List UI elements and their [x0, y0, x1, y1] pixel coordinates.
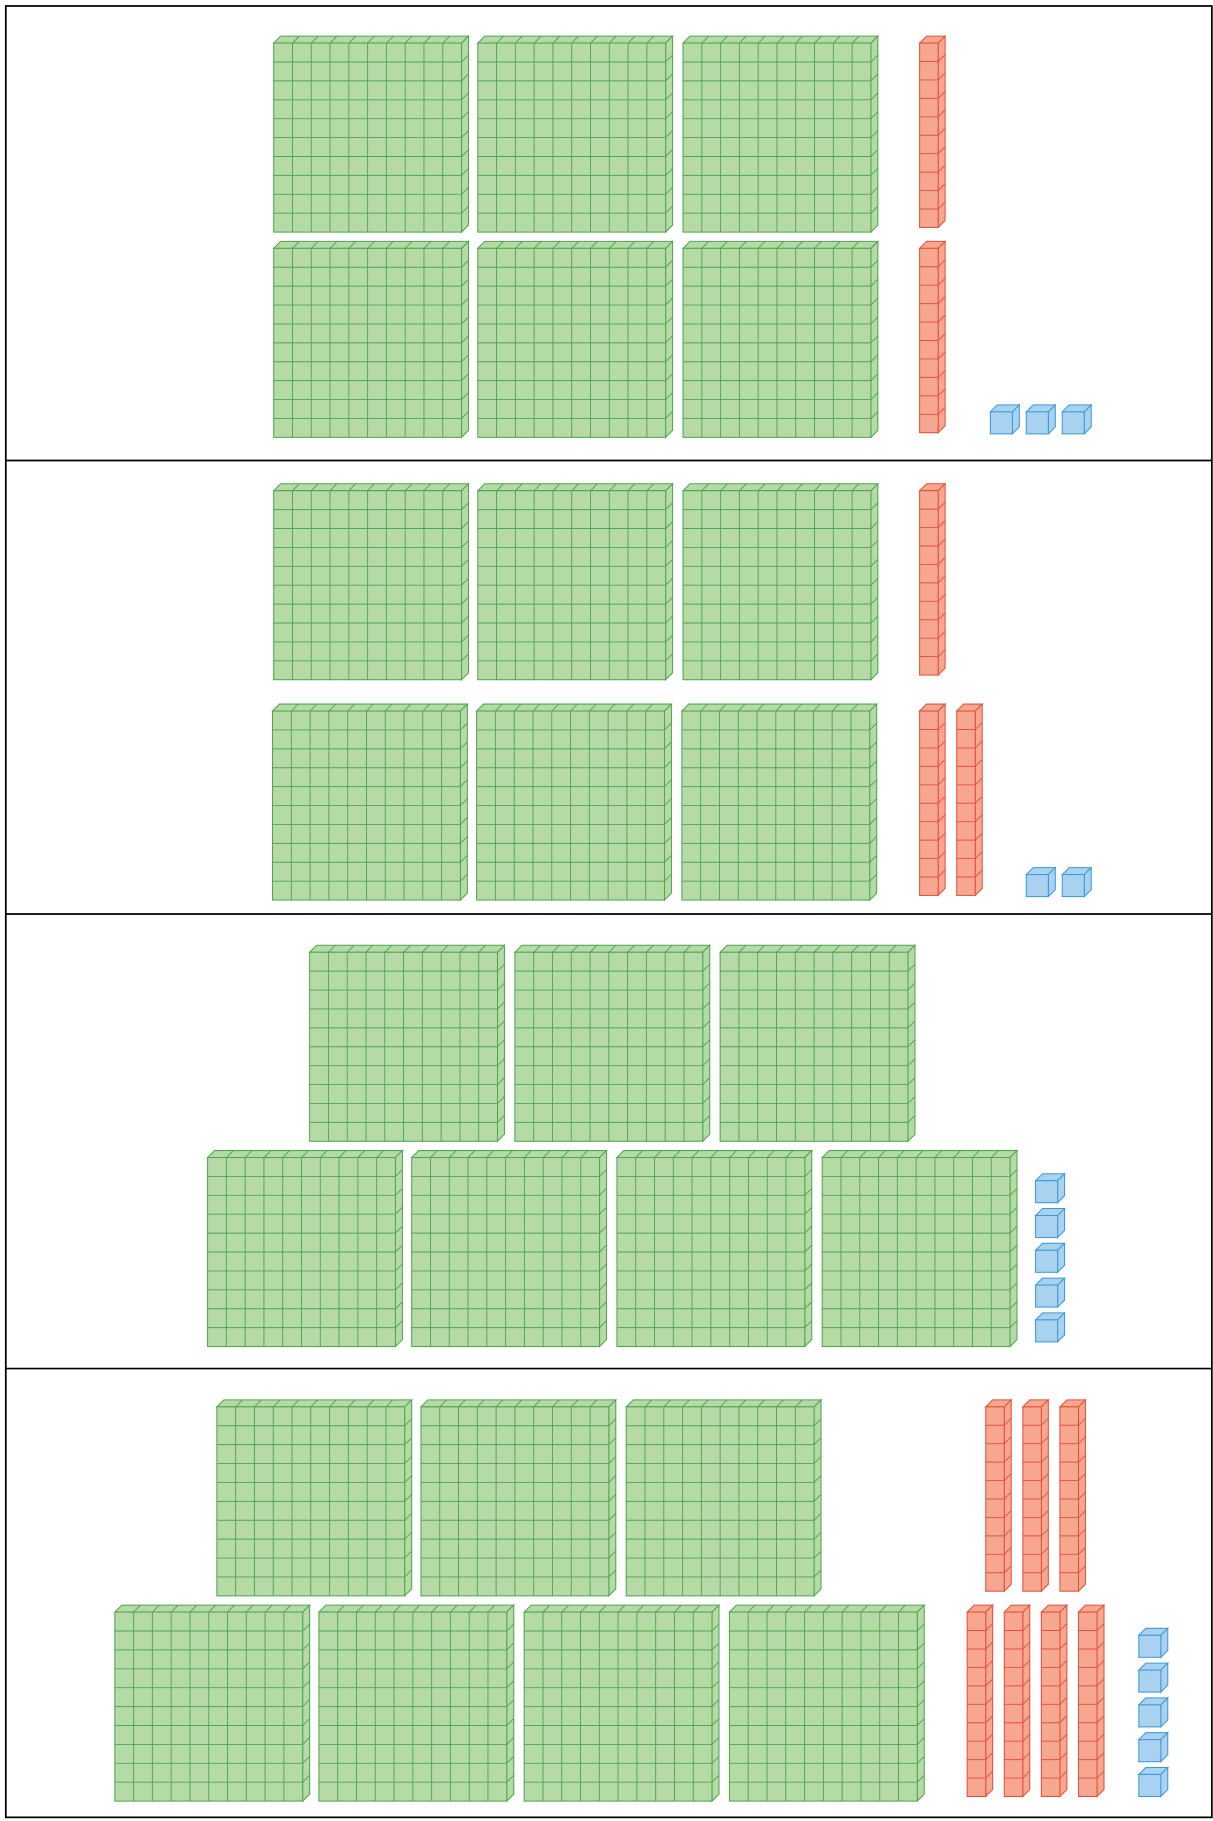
- ten-rod: [986, 1400, 1012, 1591]
- one-cube: [1036, 1313, 1065, 1342]
- hundred-flat: [477, 704, 672, 900]
- one-cube: [1139, 1663, 1168, 1692]
- hundred-flat: [421, 1400, 616, 1596]
- base-ten-blocks: [0, 0, 1213, 1821]
- one-cube-front: [1139, 1774, 1161, 1796]
- hundred-flat: [274, 241, 469, 437]
- ten-rod: [1023, 1400, 1049, 1591]
- hundred-flat: [319, 1605, 514, 1801]
- one-cube: [1139, 1698, 1168, 1727]
- hundred-flat: [310, 945, 505, 1141]
- ten-rod: [920, 241, 946, 432]
- one-cube: [1036, 1174, 1065, 1203]
- one-cube-front: [1036, 1215, 1058, 1237]
- one-cube: [1026, 868, 1055, 897]
- one-cube-front: [1036, 1320, 1058, 1342]
- hundred-flat: [682, 704, 877, 900]
- hundred-flat: [515, 945, 710, 1141]
- hundred-flat: [478, 241, 673, 437]
- one-cube-front: [1062, 412, 1084, 434]
- page: (() => { const data = JSON.parse(documen…: [0, 0, 1213, 1821]
- one-cube-front: [1036, 1285, 1058, 1307]
- hundred-flat: [617, 1151, 812, 1347]
- one-cube: [990, 405, 1019, 434]
- hundred-flat: [683, 484, 878, 680]
- one-cube-front: [1026, 875, 1048, 897]
- hundred-flat: [274, 484, 469, 680]
- one-cube: [1036, 1243, 1065, 1272]
- hundred-flat: [478, 484, 673, 680]
- ten-rod: [1060, 1400, 1086, 1591]
- hundred-flat: [720, 945, 915, 1141]
- one-cube: [1036, 1209, 1065, 1238]
- hundred-flat: [822, 1151, 1017, 1347]
- hundred-flat: [208, 1151, 403, 1347]
- one-cube: [1062, 868, 1091, 897]
- one-cube-front: [990, 412, 1012, 434]
- hundred-flat: [217, 1400, 412, 1596]
- one-cube-front: [1062, 875, 1084, 897]
- hundred-flat: [626, 1400, 821, 1596]
- one-cube-front: [1139, 1705, 1161, 1727]
- one-cube: [1139, 1628, 1168, 1657]
- one-cube-front: [1139, 1635, 1161, 1657]
- ten-rod: [967, 1605, 993, 1796]
- ten-rod: [1078, 1605, 1104, 1796]
- hundred-flat: [274, 36, 469, 232]
- hundred-flat: [115, 1605, 310, 1801]
- hundred-flat: [729, 1605, 924, 1801]
- ten-rod: [920, 36, 946, 227]
- one-cube-front: [1139, 1670, 1161, 1692]
- one-cube-front: [1139, 1740, 1161, 1762]
- hundred-flat: [683, 36, 878, 232]
- ten-rod: [920, 484, 946, 675]
- hundred-flat: [478, 36, 673, 232]
- ten-rod: [1041, 1605, 1067, 1796]
- hundred-flat: [524, 1605, 719, 1801]
- one-cube: [1139, 1767, 1168, 1796]
- one-cube: [1036, 1278, 1065, 1307]
- hundred-flat: [683, 241, 878, 437]
- hundred-flat: [273, 704, 468, 900]
- ten-rod: [957, 704, 983, 895]
- one-cube-front: [1036, 1250, 1058, 1272]
- ten-rod: [1004, 1605, 1030, 1796]
- one-cube: [1062, 405, 1091, 434]
- one-cube: [1139, 1733, 1168, 1762]
- hundred-flat: [412, 1151, 607, 1347]
- one-cube: [1026, 405, 1055, 434]
- ten-rod: [920, 704, 946, 895]
- one-cube-front: [1036, 1181, 1058, 1203]
- one-cube-front: [1026, 412, 1048, 434]
